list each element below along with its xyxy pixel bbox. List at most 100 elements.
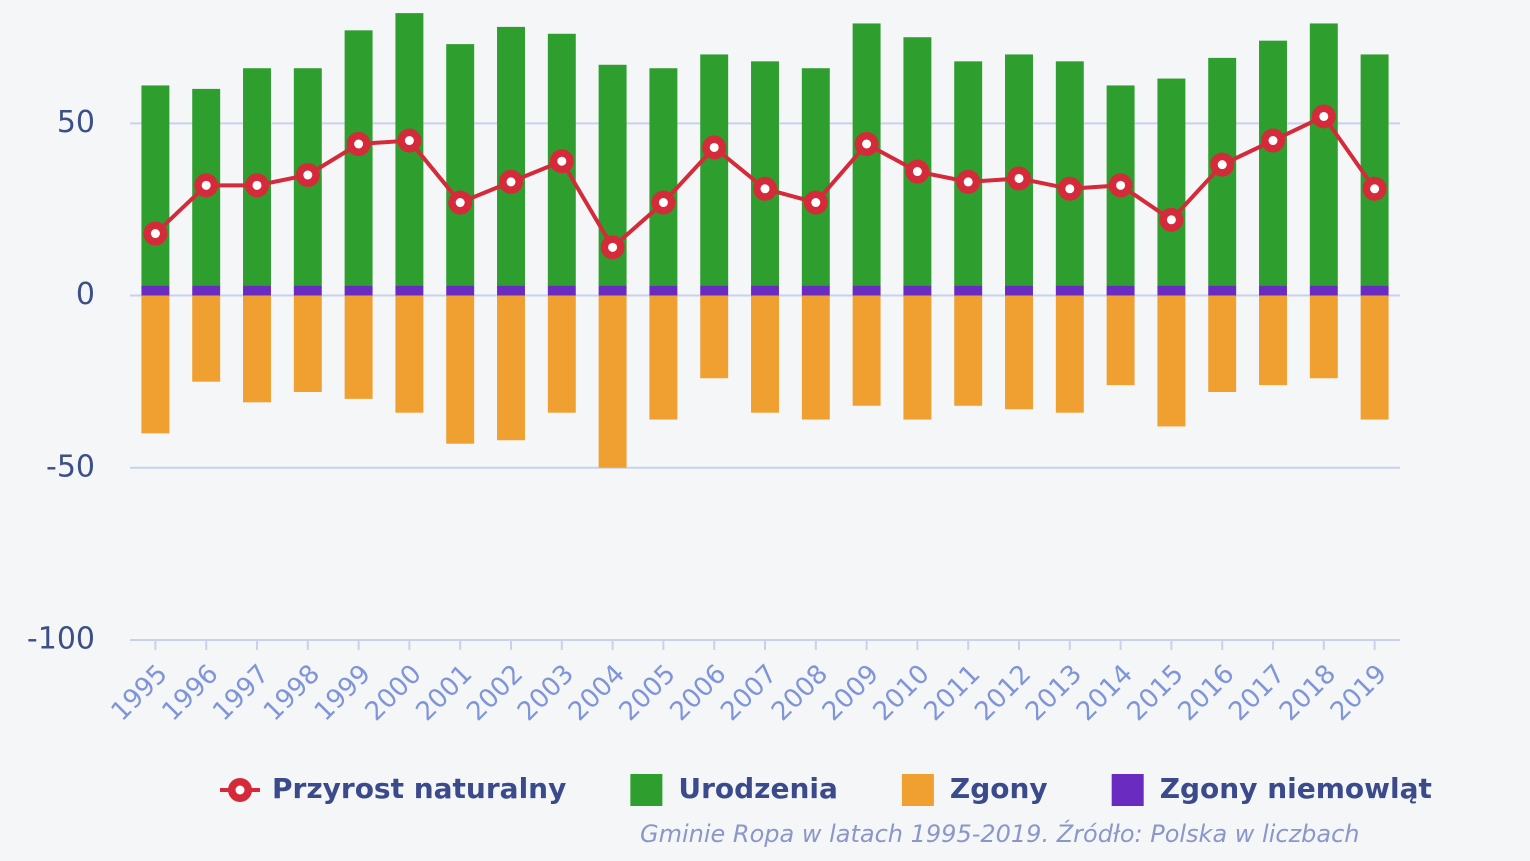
bar <box>649 295 678 420</box>
x-tick-label: 2012 <box>969 659 1037 727</box>
point-center <box>658 198 668 208</box>
bar <box>700 295 729 379</box>
x-tick-label: 2015 <box>1122 659 1190 727</box>
x-tick-label: 1998 <box>258 659 326 727</box>
x-tick-label: 2013 <box>1020 659 1088 727</box>
point-center <box>1166 215 1176 225</box>
point-center <box>303 170 313 180</box>
bar <box>954 295 983 406</box>
legend-label: Urodzenia <box>678 772 838 805</box>
x-tick-label: 1995 <box>106 659 174 727</box>
bar <box>1309 285 1338 296</box>
legend-label: Zgony <box>950 772 1048 805</box>
point-center <box>404 136 414 146</box>
x-tick-label: 2004 <box>563 659 631 727</box>
bar <box>852 295 881 406</box>
point-center <box>1319 111 1329 121</box>
bar <box>141 285 170 296</box>
x-tick-label: 2018 <box>1274 659 1342 727</box>
bar <box>1005 295 1033 410</box>
bar <box>649 68 678 286</box>
bar <box>649 285 678 296</box>
point-center <box>709 142 719 152</box>
bar <box>700 54 729 286</box>
bar <box>344 285 373 296</box>
bar <box>1259 285 1287 296</box>
point-center <box>1268 136 1278 146</box>
point-center <box>1370 184 1380 194</box>
x-tick-label: 1996 <box>156 659 224 727</box>
bar <box>141 295 170 434</box>
x-tick-label: 2019 <box>1325 659 1393 727</box>
bar <box>141 85 170 286</box>
x-tick-label: 2009 <box>817 659 885 727</box>
bar <box>801 295 830 420</box>
bar <box>1055 285 1084 296</box>
bar <box>1106 295 1135 386</box>
bar <box>751 285 779 296</box>
legend-label: Zgony niemowląt <box>1160 772 1432 805</box>
point-center <box>963 177 973 187</box>
x-tick-label: 2016 <box>1172 659 1240 727</box>
point-center <box>1014 173 1024 183</box>
point-center <box>1217 160 1227 170</box>
bar <box>852 285 881 296</box>
x-tick-label: 2003 <box>512 659 580 727</box>
bar <box>598 285 627 296</box>
bar <box>751 295 779 413</box>
bar <box>395 295 424 413</box>
bar <box>293 295 322 392</box>
x-tick-label: 2011 <box>918 659 986 727</box>
y-tick-label: -100 <box>27 622 95 657</box>
bar <box>1309 23 1338 286</box>
legend-swatch <box>1111 774 1144 806</box>
bar <box>1055 295 1084 413</box>
y-tick-label: 0 <box>76 277 95 312</box>
caption: Gminie Ropa w latach 1995-2019. Źródło: … <box>640 819 1360 848</box>
bar <box>1309 295 1338 379</box>
x-tick-label: 2001 <box>410 659 478 727</box>
bar <box>1005 285 1033 296</box>
point-center <box>1065 184 1075 194</box>
bar <box>547 295 576 413</box>
x-tick-label: 2007 <box>715 659 783 727</box>
legend-swatch <box>630 774 663 806</box>
x-tick-label: 2014 <box>1071 659 1139 727</box>
bar <box>598 295 627 468</box>
point-center <box>354 139 364 149</box>
bar <box>1259 40 1287 286</box>
bar <box>1259 295 1287 386</box>
bar <box>243 285 271 296</box>
point-center <box>201 180 211 190</box>
bar <box>801 68 830 286</box>
bar <box>1055 61 1084 286</box>
x-tick-label: 2008 <box>766 659 834 727</box>
x-tick-label: 2002 <box>461 659 529 727</box>
bar <box>395 285 424 296</box>
point-center <box>862 139 872 149</box>
bar <box>497 26 525 286</box>
bar <box>547 285 576 296</box>
point-center <box>557 156 567 166</box>
bar <box>497 285 525 296</box>
x-tick-label: 1997 <box>207 659 275 727</box>
bar <box>1157 295 1186 427</box>
bar <box>801 285 830 296</box>
y-tick-label: 50 <box>57 105 95 140</box>
y-tick-label: -50 <box>46 449 95 484</box>
bar <box>192 285 221 296</box>
point-center <box>811 198 821 208</box>
x-tick-label: 2010 <box>868 659 936 727</box>
bar <box>1157 285 1186 296</box>
bar <box>293 285 322 296</box>
bar <box>751 61 779 286</box>
bar <box>903 295 932 420</box>
bar <box>497 295 525 441</box>
bar <box>446 295 475 444</box>
bar <box>1360 54 1389 286</box>
point-center <box>150 229 160 239</box>
point-center <box>506 177 516 187</box>
legend-swatch <box>901 774 934 806</box>
bar <box>1360 295 1389 420</box>
